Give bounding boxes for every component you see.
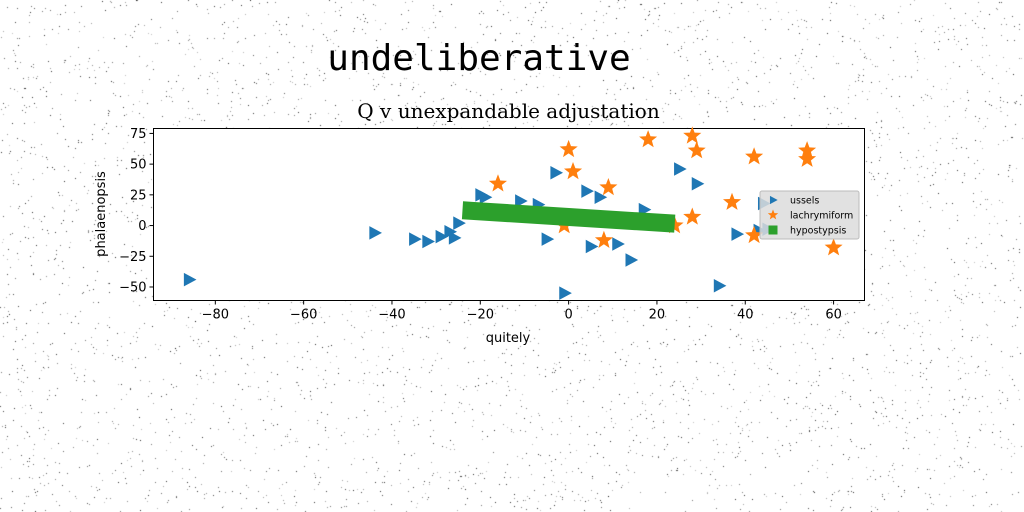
x-tick-label: 20 [649,308,666,323]
data-point-ussels [594,190,608,205]
data-point-ussels [479,190,493,205]
data-point-ussels [585,239,599,254]
y-axis: −50 −25 0 25 50 75 [119,127,154,295]
y-tick-label: −25 [119,250,146,265]
legend-marker-lachrymiform [767,209,779,220]
data-point-ussels [541,232,555,246]
legend: ussels lachrymiform hypostypsis [759,190,860,240]
legend-label-hypostypsis: hypostypsis [790,226,846,237]
data-point-ussels [559,286,572,300]
data-point-lachrymiform [723,192,742,210]
y-tick-label: 25 [130,188,147,203]
y-tick-label: 50 [130,158,147,173]
hypostypsis-band [461,201,676,233]
data-point-ussels [409,232,422,246]
x-axis: −80 −60 −40 −20 0 20 40 60 [202,300,842,323]
chart-title: Q v unexpandable adjustation [357,99,660,123]
data-point-lachrymiform [683,207,702,225]
data-point-lachrymiform [824,238,843,256]
x-axis-label: quitely [486,331,531,346]
data-point-lachrymiform [798,149,817,167]
data-point-lachrymiform [745,225,764,244]
data-point-ussels [453,216,466,230]
data-point-ussels [444,224,458,239]
data-point-ussels [581,184,594,198]
x-tick-label: −20 [467,308,494,323]
data-point-ussels [674,162,687,176]
data-point-ussels [713,279,727,293]
data-point-ussels [422,234,435,249]
data-point-lachrymiform [559,139,578,158]
x-tick-label: 40 [737,308,754,323]
x-tick-label: 0 [564,308,572,323]
x-tick-label: −60 [290,308,317,323]
y-tick-label: 75 [130,127,147,142]
x-tick-label: −40 [378,308,405,323]
data-point-ussels [448,231,462,245]
legend-label-lachrymiform: lachrymiform [790,211,853,222]
data-point-lachrymiform [594,230,613,248]
legend-marker-hypostypsis [768,225,778,235]
data-point-lachrymiform [488,174,507,192]
axes-frame [153,128,865,301]
data-point-lachrymiform [599,178,618,196]
data-point-lachrymiform [687,141,706,159]
data-point-ussels [731,227,745,241]
figure-suptitle: undeliberative [327,38,631,79]
data-point-ussels [369,226,382,240]
data-point-ussels [625,253,639,267]
x-tick-label: 60 [825,308,842,323]
data-point-lachrymiform [564,162,583,180]
data-point-ussels [435,229,449,244]
legend-marker-ussels [769,195,778,205]
data-point-ussels [183,272,197,287]
data-point-ussels [550,165,564,180]
x-tick-label: −80 [202,308,229,323]
legend-box [759,190,860,240]
data-point-ussels [691,177,705,191]
y-tick-label: 0 [138,219,146,234]
legend-label-ussels: ussels [790,196,819,207]
y-axis-label: phalaenopsis [94,171,109,257]
data-point-lachrymiform [745,147,764,165]
data-marks [183,126,843,300]
data-point-ussels [612,237,625,251]
data-point-ussels [515,194,528,208]
data-point-lachrymiform [683,126,702,144]
y-tick-label: −50 [119,280,146,295]
data-point-lachrymiform [639,130,658,148]
